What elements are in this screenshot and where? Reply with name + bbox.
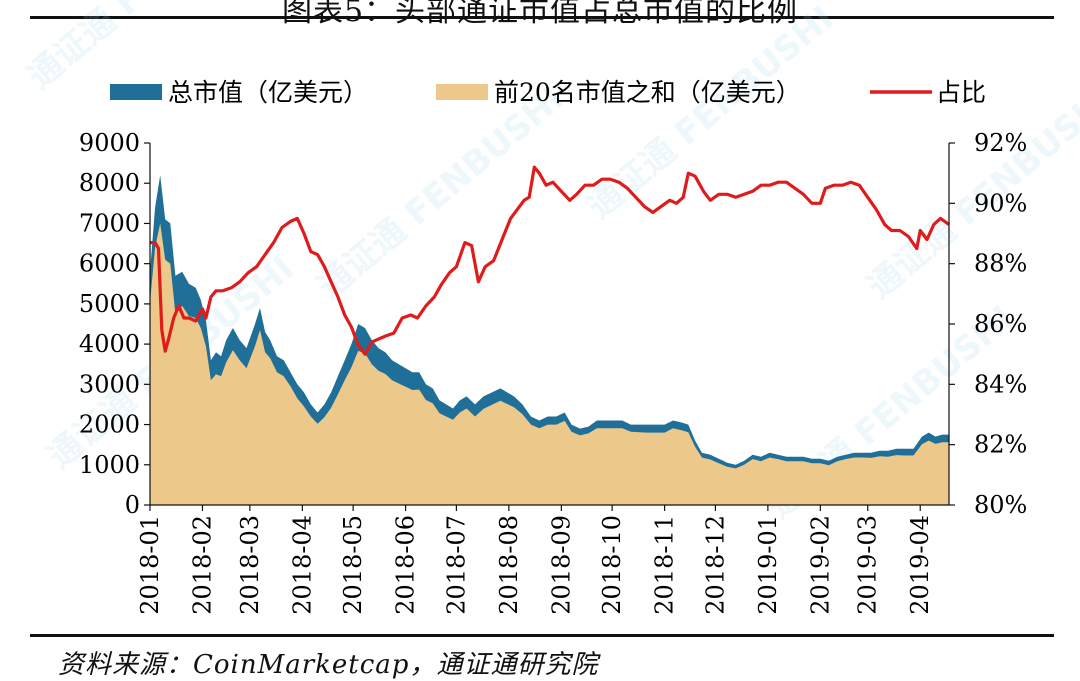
right-tick-label: 80% [974,491,1027,519]
x-tick-label: 2018-07 [442,515,470,615]
ratio-line [150,165,950,356]
x-tick-label: 2019-03 [854,515,882,615]
x-tick-label: 2018-03 [236,515,264,615]
x-tick-label: 2019-02 [806,515,834,615]
x-tick-label: 2018-09 [547,515,575,615]
left-tick-label: 4000 [79,330,140,358]
chart-axes: 0 1000 2000 3000 4000 5000 6000 7000 8000 9000 80%… [79,129,1027,615]
plot-area [150,165,950,505]
watermark-text: 通证通 FENBUSHI [860,78,1080,307]
right-tick-label: 84% [974,370,1027,398]
legend-label: 前20名市值之和（亿美元） [494,78,801,107]
x-tick-label: 2018-10 [598,515,626,615]
source-note: 资料来源：CoinMarketcap，通证通研究院 [58,650,599,680]
x-tick-label: 2018-06 [392,515,420,615]
right-tick-label: 86% [974,310,1027,338]
left-tick-label: 5000 [79,290,140,318]
left-tick-label: 9000 [79,129,140,157]
top20-market-cap-area [150,223,949,505]
legend-label: 总市值（亿美元） [168,78,368,107]
right-tick-label: 82% [974,431,1027,459]
legend-swatch [436,84,488,100]
legend-swatch [110,84,162,100]
x-tick-label: 2018-01 [136,515,164,615]
x-tick-label: 2018-12 [701,515,729,615]
left-tick-label: 1000 [79,451,140,479]
right-tick-label: 90% [974,189,1027,217]
left-tick-label: 3000 [79,370,140,398]
x-tick-label: 2019-04 [906,515,934,615]
left-tick-label: 8000 [79,169,140,197]
x-tick-label: 2018-04 [288,515,316,615]
left-tick-label: 6000 [79,250,140,278]
chart-legend: 总市值（亿美元） 前20名市值之和（亿美元） 占比 [110,78,986,107]
watermark-text: 通证通 FENBUSHI [310,78,572,307]
left-tick-label: 2000 [79,411,140,439]
x-tick-label: 2018-02 [188,515,216,615]
left-tick-label: 0 [125,491,140,519]
x-tick-label: 2018-08 [495,515,523,615]
x-tick-label: 2018-11 [651,515,679,615]
right-tick-label: 88% [974,250,1027,278]
top-rule [30,16,1054,19]
left-tick-label: 7000 [79,209,140,237]
right-tick-label: 92% [974,129,1027,157]
x-tick-label: 2018-05 [339,515,367,615]
bottom-rule [30,634,1054,637]
x-tick-label: 2019-01 [754,515,782,615]
legend-label: 占比 [936,78,986,107]
chart-title: 图表5：头部通证市值占总市值的比例 [281,0,799,29]
